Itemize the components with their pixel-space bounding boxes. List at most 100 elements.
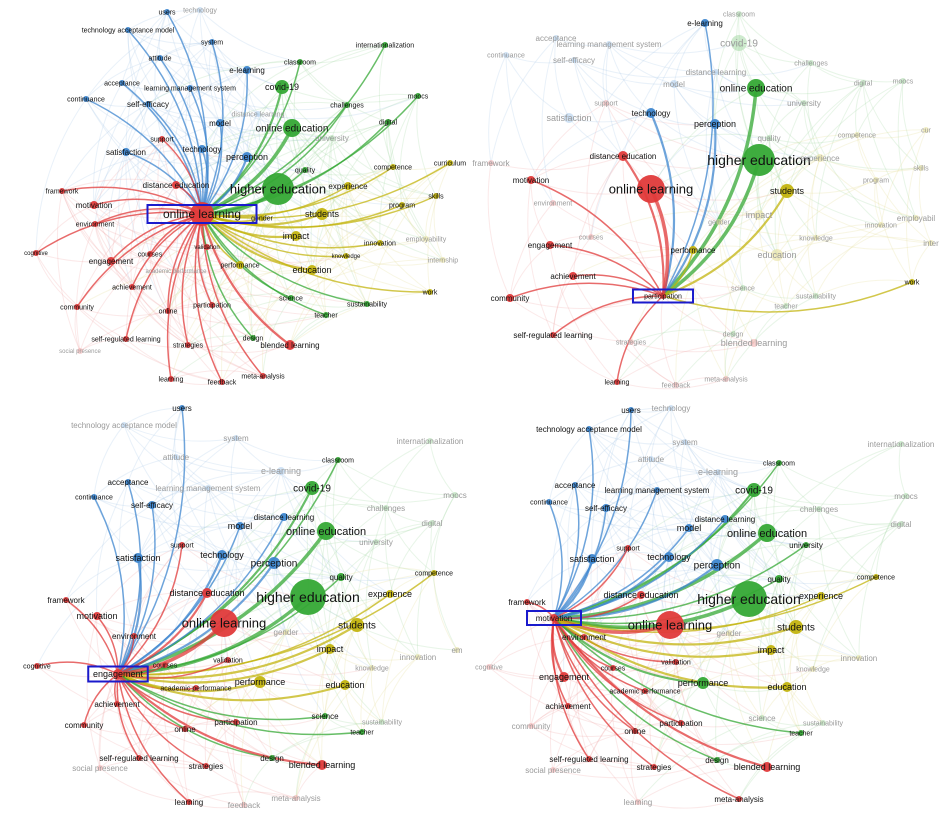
node-engagement xyxy=(546,241,554,249)
background-link xyxy=(608,43,717,73)
background-link xyxy=(778,570,877,580)
background-link xyxy=(138,757,207,769)
node-users xyxy=(179,405,185,411)
background-link xyxy=(93,424,125,498)
link-online-learning-to-self-regulated-learning xyxy=(125,213,203,340)
background-link xyxy=(715,598,750,761)
background-link xyxy=(777,190,788,307)
node-digital xyxy=(860,80,866,86)
link-online-learning-to-online-education xyxy=(201,127,294,216)
link-online-learning-to-learning xyxy=(166,213,203,380)
background-link xyxy=(35,252,151,263)
background-link xyxy=(650,458,726,520)
label-users: users xyxy=(172,404,192,413)
background-link xyxy=(573,59,607,104)
link-motivation-to-support xyxy=(553,547,629,619)
background-link xyxy=(187,297,292,346)
background-link xyxy=(181,487,313,546)
background-link xyxy=(381,572,435,723)
link-motivation-to-education xyxy=(553,617,788,689)
background-link xyxy=(164,664,261,684)
label-learning: learning xyxy=(159,376,184,383)
node-technology xyxy=(664,552,674,562)
label-program: program xyxy=(863,177,889,184)
background-link xyxy=(250,188,279,339)
background-link xyxy=(125,151,177,272)
label-continuance: continuance xyxy=(530,499,568,506)
link-online-learning-to-e-learning xyxy=(201,69,248,215)
background-link xyxy=(487,162,511,299)
node-gender xyxy=(726,630,732,636)
background-link xyxy=(717,471,807,546)
background-link xyxy=(219,101,348,124)
link-motivation-to-self-regulated-learning xyxy=(552,617,590,760)
label-social-presence: social presence xyxy=(59,349,101,355)
background-link xyxy=(505,54,554,204)
label-work: work xyxy=(422,289,438,296)
label-online-education: online education xyxy=(286,526,366,538)
background-link xyxy=(311,195,437,271)
node-motivation xyxy=(90,201,98,209)
background-link xyxy=(127,29,149,105)
link-participation-to-self-regulated-learning xyxy=(552,295,664,336)
label-model: model xyxy=(663,80,685,89)
background-link xyxy=(138,757,245,806)
node-competence xyxy=(390,164,396,170)
background-link xyxy=(384,507,419,658)
background-link xyxy=(590,155,624,238)
node-courses xyxy=(147,251,153,257)
background-link xyxy=(283,516,391,595)
node-work xyxy=(427,289,433,295)
background-link xyxy=(246,156,403,206)
background-link xyxy=(324,715,383,725)
label-covid-19: covid-19 xyxy=(293,484,331,495)
label-education: education xyxy=(292,265,331,275)
node-university xyxy=(803,542,809,548)
background-link xyxy=(714,123,778,256)
background-link xyxy=(630,409,755,491)
background-link xyxy=(732,254,778,335)
node-knowledge xyxy=(369,665,375,671)
label-innovation: innovation xyxy=(865,222,897,229)
label-technology: technology xyxy=(647,552,691,562)
background-link xyxy=(684,441,807,546)
background-link xyxy=(94,223,169,312)
link-engagement-to-continuance xyxy=(93,496,125,675)
label-environment: environment xyxy=(112,632,157,641)
label-model: model xyxy=(228,521,253,531)
background-link xyxy=(509,202,554,299)
background-link xyxy=(291,121,389,134)
label-technology: technology xyxy=(632,109,671,118)
background-link xyxy=(206,572,342,594)
background-link xyxy=(123,424,237,442)
background-link xyxy=(189,87,348,111)
background-link xyxy=(154,11,168,140)
node-technology xyxy=(197,7,203,13)
background-link xyxy=(766,532,860,659)
background-link xyxy=(235,437,313,489)
node-innovation xyxy=(878,222,884,228)
label-students: students xyxy=(338,621,376,632)
background-link xyxy=(768,137,917,219)
link-engagement-to-users xyxy=(117,407,186,675)
background-link xyxy=(815,224,882,297)
background-link xyxy=(93,204,189,346)
background-link xyxy=(715,62,812,76)
background-link xyxy=(605,102,760,161)
background-link xyxy=(718,134,858,223)
label-framework: framework xyxy=(46,188,79,195)
label-strategies: strategies xyxy=(616,339,647,346)
background-link xyxy=(644,690,740,800)
background-link xyxy=(125,144,203,153)
label-support: support xyxy=(616,545,639,552)
node-university xyxy=(801,100,807,106)
background-link xyxy=(812,523,902,670)
background-link xyxy=(273,562,346,686)
background-link xyxy=(529,617,555,727)
background-link xyxy=(199,9,301,63)
background-link xyxy=(232,721,245,806)
background-link xyxy=(137,549,223,559)
label-continuance: continuance xyxy=(67,96,105,103)
focus-highlight-box xyxy=(146,204,258,224)
